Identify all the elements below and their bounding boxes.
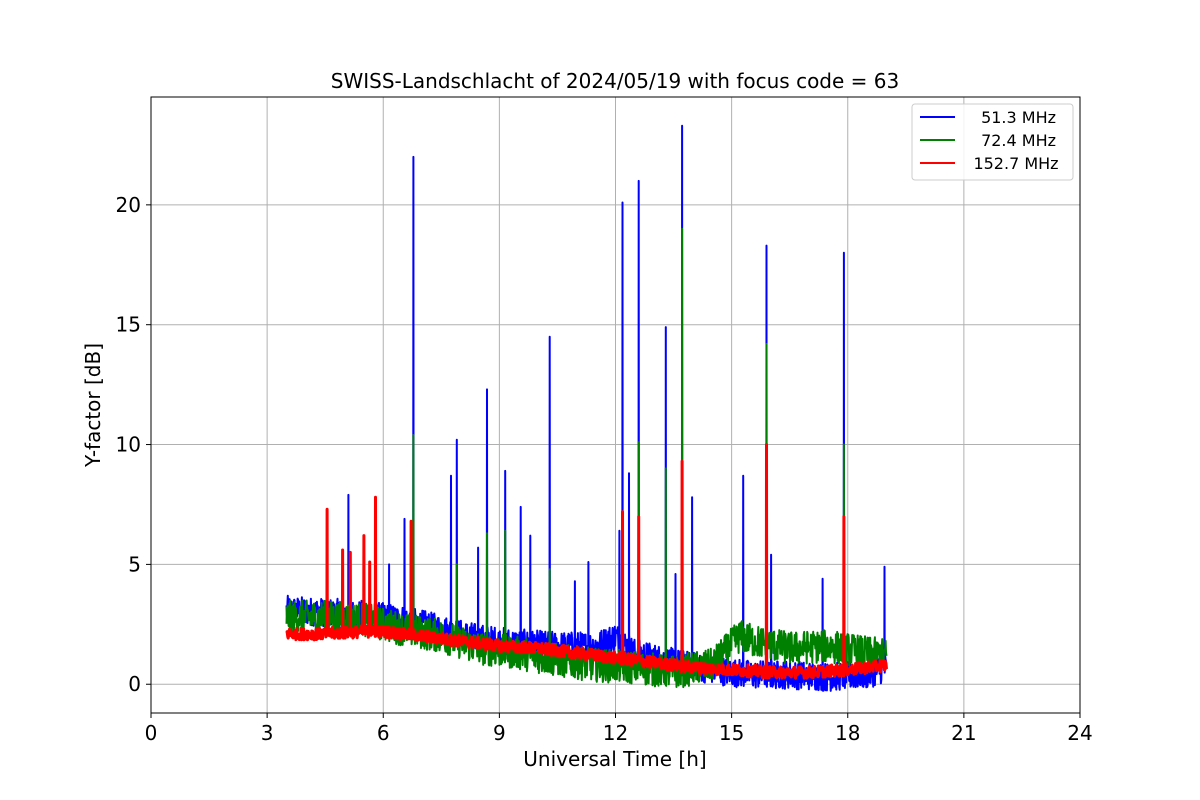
x-tick-label: 12 xyxy=(603,721,628,745)
legend-label-152-7: 152.7 MHz xyxy=(973,154,1058,173)
axis-ticks: 0 3 6 9 12 15 18 21 24 0 5 10 15 20 xyxy=(116,193,1093,745)
x-tick-label: 15 xyxy=(719,721,744,745)
series-line-2 xyxy=(285,443,888,680)
legend: 51.3 MHz 72.4 MHz 152.7 MHz xyxy=(911,103,1074,181)
legend-label-72-4: 72.4 MHz xyxy=(976,131,1056,150)
y-axis-title: Y-factor [dB] xyxy=(81,343,105,468)
x-tick-label: 21 xyxy=(951,721,976,745)
y-tick-label: 5 xyxy=(128,552,141,576)
y-tick-label: 0 xyxy=(128,672,141,696)
x-tick-label: 6 xyxy=(377,721,390,745)
x-axis-title: Universal Time [h] xyxy=(523,747,706,771)
x-tick-label: 24 xyxy=(1067,721,1092,745)
x-tick-label: 0 xyxy=(145,721,158,745)
x-tick-label: 3 xyxy=(261,721,274,745)
chart-title: SWISS-Landschlacht of 2024/05/19 with fo… xyxy=(331,69,899,93)
legend-label-51-3: 51.3 MHz xyxy=(976,108,1056,127)
y-tick-label: 20 xyxy=(116,193,141,217)
plot-series xyxy=(285,124,888,692)
y-tick-label: 15 xyxy=(116,313,141,337)
x-tick-label: 9 xyxy=(493,721,506,745)
legend-box xyxy=(911,103,1074,181)
x-tick-label: 18 xyxy=(835,721,860,745)
y-tick-label: 10 xyxy=(116,433,141,457)
